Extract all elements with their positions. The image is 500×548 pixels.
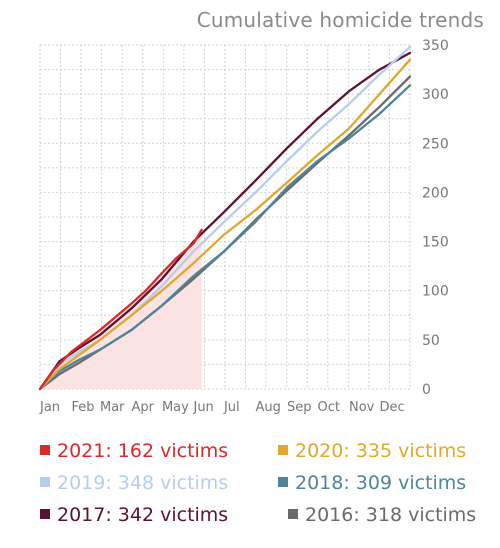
legend-item-2016: 2016: 318 victims xyxy=(288,504,476,526)
legend-item-2018: 2018: 309 victims xyxy=(278,472,466,494)
x-tick-label: Feb xyxy=(72,400,95,415)
y-tick-label: 50 xyxy=(422,333,440,349)
series-line-2017 xyxy=(38,51,412,391)
y-tick-label: 0 xyxy=(422,382,431,398)
chart-title: Cumulative homicide trends xyxy=(196,8,484,32)
x-tick-label: Nov xyxy=(349,400,375,415)
chart-svg: 0 50 100 150 200 250 300 350 Jan Feb Mar Apr May Jun… xyxy=(38,38,449,415)
legend-swatch-2019 xyxy=(40,477,50,487)
series-line-2019 xyxy=(38,45,412,391)
legend-item-2021: 2021: 162 victims xyxy=(40,440,228,462)
legend-label-2016: 2016: 318 victims xyxy=(305,504,477,526)
x-tick-label: Aug xyxy=(255,400,280,415)
y-tick-label: 250 xyxy=(422,136,449,152)
series-line-2020 xyxy=(38,58,412,391)
legend-swatch-2018 xyxy=(278,477,288,487)
x-tick-label: Sep xyxy=(287,400,312,415)
y-tick-label: 100 xyxy=(422,284,449,300)
legend-swatch-2021 xyxy=(40,445,50,455)
x-tick-label: Jun xyxy=(192,400,213,415)
x-tick-label: May xyxy=(162,400,189,415)
legend-swatch-2016 xyxy=(288,509,298,519)
x-tick-label: Mar xyxy=(100,400,125,415)
x-tick-label: Jul xyxy=(223,400,240,415)
series-line-2021 xyxy=(38,228,203,391)
legend-label-2021: 2021: 162 victims xyxy=(57,440,229,462)
legend-label-2019: 2019: 348 victims xyxy=(57,472,229,494)
legend-item-2019: 2019: 348 victims xyxy=(40,472,228,494)
x-tick-label: Apr xyxy=(131,400,154,415)
y-tick-label: 150 xyxy=(422,235,449,251)
x-tick-label: Jan xyxy=(39,400,60,415)
y-tick-label: 300 xyxy=(422,87,449,103)
x-tick-label: Dec xyxy=(380,400,405,415)
legend-swatch-2017 xyxy=(40,509,50,519)
legend-label-2018: 2018: 309 victims xyxy=(295,472,467,494)
legend-item-2020: 2020: 335 victims xyxy=(278,440,466,462)
legend-swatch-2020 xyxy=(278,445,288,455)
legend-label-2020: 2020: 335 victims xyxy=(295,440,467,462)
legend-item-2017: 2017: 342 victims xyxy=(40,504,228,526)
y-tick-label: 200 xyxy=(422,185,449,201)
legend-label-2017: 2017: 342 victims xyxy=(57,504,229,526)
x-tick-label: Oct xyxy=(318,400,340,415)
series-line-2018 xyxy=(38,84,412,391)
y-tick-label: 350 xyxy=(422,38,449,54)
area-2021 xyxy=(40,229,202,389)
